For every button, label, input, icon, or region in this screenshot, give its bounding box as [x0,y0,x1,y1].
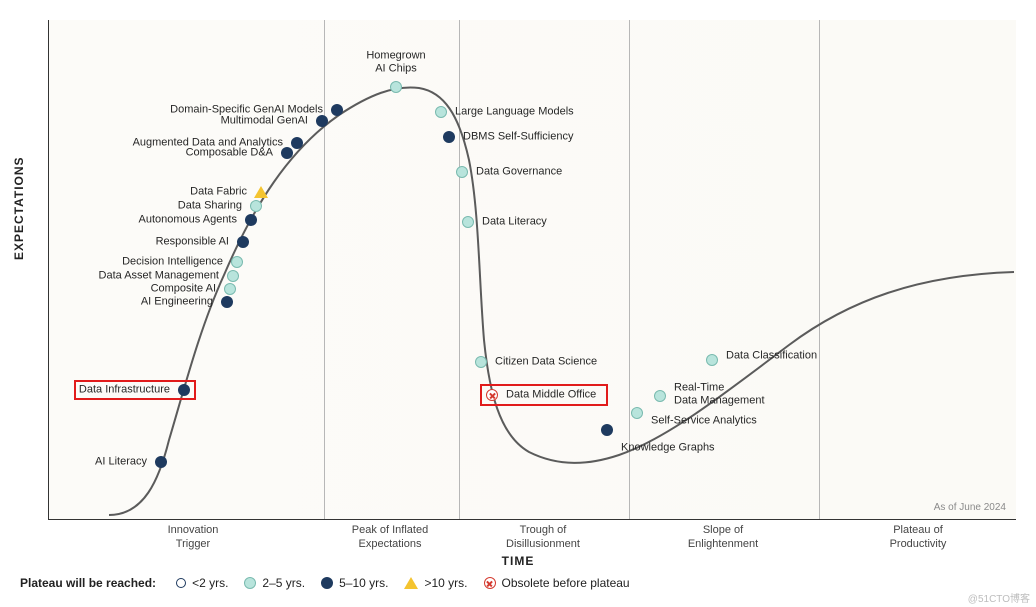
light-marker-icon [475,356,487,368]
data-point-label: Data Literacy [476,216,547,229]
data-point [250,200,262,212]
light-marker-icon [654,390,666,402]
dark-marker-icon [321,577,333,589]
data-point-label: Data Asset Management [99,270,225,283]
data-point-label: Decision Intelligence [122,256,229,269]
data-point-label: Real-TimeData Management [668,381,765,406]
data-point [462,216,474,228]
chart-plot-area: As of June 2024 AI LiteracyData Infrastr… [48,20,1016,520]
legend-title: Plateau will be reached: [20,576,156,590]
open-marker-icon [176,578,186,588]
legend-item: 2–5 yrs. [244,576,305,590]
legend-item: Obsolete before plateau [484,576,630,590]
data-point [237,236,249,248]
data-point [443,131,455,143]
data-point [245,214,257,226]
dark-marker-icon [237,236,249,248]
light-marker-icon [227,270,239,282]
data-point-label: AI Literacy [95,456,153,469]
data-point-label: Large Language Models [449,106,574,119]
legend-item-label: <2 yrs. [192,576,228,590]
data-point-label: Augmented Data and Analytics [133,137,289,150]
obs-marker-icon [484,577,496,589]
phase-label: Trough ofDisillusionment [463,524,623,552]
data-point-label: Data Classification [720,350,817,363]
dark-marker-icon [178,384,190,396]
data-point [227,270,239,282]
light-marker-icon [224,283,236,295]
phase-label: Slope ofEnlightenment [643,524,803,552]
data-point [706,354,718,366]
data-point-label: Data Fabric [190,186,253,199]
data-point-label: Responsible AI [156,236,235,249]
legend-item-label: 5–10 yrs. [339,576,388,590]
data-point-label: Citizen Data Science [489,356,597,369]
data-point [631,407,643,419]
phase-label: InnovationTrigger [113,524,273,552]
light-marker-icon [250,200,262,212]
data-point [231,256,243,268]
data-point-label: Data Sharing [178,200,248,213]
dark-marker-icon [155,456,167,468]
data-point [486,389,498,401]
data-point-label: Multimodal GenAI [221,115,314,128]
dark-marker-icon [601,424,613,436]
phase-label: Plateau ofProductivity [838,524,998,552]
data-point-label: HomegrownAI Chips [366,50,425,79]
data-point [601,424,613,436]
tri-marker-icon [404,577,418,589]
data-point-label: Autonomous Agents [139,214,243,227]
legend-item: <2 yrs. [176,576,228,590]
light-marker-icon [244,577,256,589]
data-point [654,390,666,402]
data-point [155,456,167,468]
watermark: @51CTO博客 [968,590,1030,605]
tri-marker-icon [254,186,268,198]
dark-marker-icon [245,214,257,226]
legend-item-label: >10 yrs. [424,576,467,590]
data-point-label: DBMS Self-Sufficiency [457,131,573,144]
data-point [435,106,447,118]
light-marker-icon [456,166,468,178]
dark-marker-icon [331,104,343,116]
light-marker-icon [231,256,243,268]
obs-marker-icon [486,389,498,401]
data-point-label: Composite AI [151,283,222,296]
data-point [254,186,268,198]
light-marker-icon [462,216,474,228]
dark-marker-icon [221,296,233,308]
data-point [224,283,236,295]
legend-item-label: Obsolete before plateau [502,576,630,590]
phase-label: Peak of InflatedExpectations [310,524,470,552]
data-point-label: Domain-Specific GenAI Models [170,104,329,117]
data-point [456,166,468,178]
legend-item: 5–10 yrs. [321,576,388,590]
data-point [291,137,303,149]
x-axis-label: TIME [0,554,1036,568]
dark-marker-icon [291,137,303,149]
data-point [316,115,328,127]
y-axis-label: EXPECTATIONS [12,156,26,260]
data-point-label: Knowledge Graphs [615,442,715,455]
data-point-label: Self-Service Analytics [645,415,757,428]
dark-marker-icon [316,115,328,127]
legend-item: >10 yrs. [404,576,467,590]
data-point-label: AI Engineering [141,296,219,309]
light-marker-icon [631,407,643,419]
data-point-label: Data Middle Office [500,389,596,402]
dark-marker-icon [443,131,455,143]
light-marker-icon [706,354,718,366]
data-point-label: Data Governance [470,166,562,179]
legend: Plateau will be reached: <2 yrs. 2–5 yrs.… [20,576,630,590]
data-point [331,104,343,116]
data-point [178,384,190,396]
legend-item-label: 2–5 yrs. [262,576,305,590]
light-marker-icon [390,81,402,93]
data-point-label: Data Infrastructure [79,384,176,397]
data-point [475,356,487,368]
data-point [390,81,402,93]
light-marker-icon [435,106,447,118]
data-point [221,296,233,308]
